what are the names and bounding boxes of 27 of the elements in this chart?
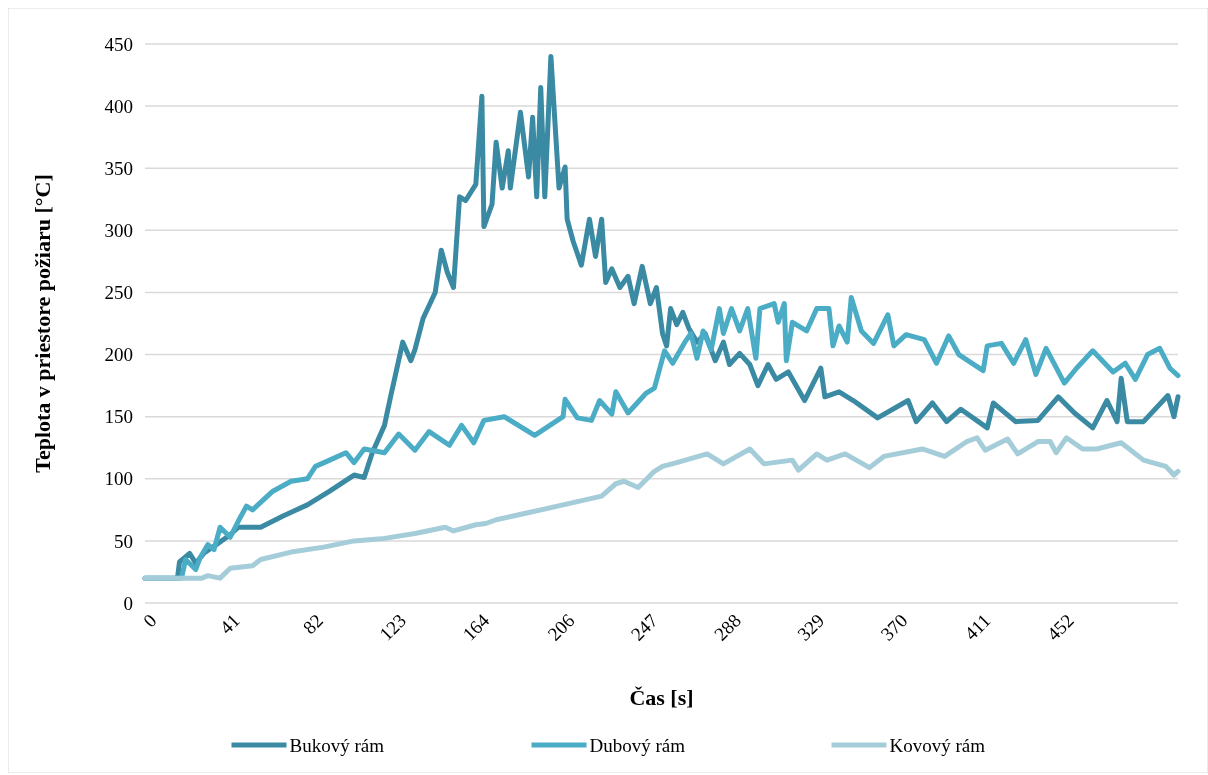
x-axis-title: Čas [s]: [629, 685, 694, 710]
x-tick-label: 411: [960, 609, 995, 645]
y-tick-label: 450: [104, 33, 133, 55]
y-tick-label: 0: [123, 592, 133, 614]
y-tick-label: 150: [104, 406, 133, 428]
x-tick-label: 452: [1042, 609, 1078, 645]
legend-label: Dubový rám: [589, 734, 686, 756]
y-tick-label: 400: [104, 95, 133, 117]
x-tick-label: 164: [458, 609, 494, 645]
x-tick-label: 206: [543, 609, 579, 645]
legend-label: Bukový rám: [289, 734, 385, 756]
y-tick-label: 350: [104, 157, 133, 179]
x-tick-label: 41: [215, 609, 244, 638]
y-tick-label: 50: [114, 530, 133, 552]
x-tick-label: 82: [298, 609, 327, 638]
y-tick-label: 200: [104, 344, 133, 366]
x-tick-label: 247: [626, 609, 662, 645]
x-tick-label: 329: [793, 609, 829, 645]
y-axis-title: Teplota v priestore požiaru [°C]: [30, 174, 55, 473]
x-tick-label: 370: [876, 609, 912, 645]
y-tick-label: 250: [104, 282, 133, 304]
x-tick-label: 288: [710, 609, 746, 645]
x-tick-label: 123: [375, 609, 411, 645]
legend-label: Kovový rám: [889, 734, 986, 756]
y-tick-label: 100: [104, 468, 133, 490]
x-tick-label: 0: [138, 609, 161, 632]
y-tick-label: 300: [104, 219, 133, 241]
